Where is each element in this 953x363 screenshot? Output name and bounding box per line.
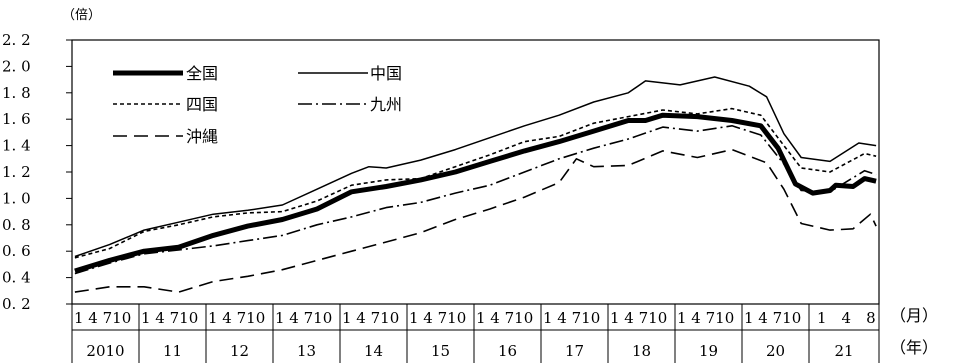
- x-year-label: 12: [230, 342, 249, 360]
- y-tick-label: 1. 4: [2, 137, 31, 155]
- x-month-tick-labels: 1 4 710: [74, 309, 131, 327]
- y-tick-label: 0. 6: [2, 242, 31, 260]
- x-year-label: 16: [498, 342, 517, 360]
- x-month-tick-labels: 1 4 710: [208, 309, 265, 327]
- x-year-label: 15: [431, 342, 450, 360]
- legend-label-5: 沖縄: [186, 127, 218, 146]
- y-tick-label: 1. 8: [2, 84, 31, 102]
- x-year-label: 18: [632, 342, 651, 360]
- x-year-label: 11: [163, 342, 182, 360]
- series-line-2: [74, 76, 877, 258]
- y-tick-label: 0. 4: [2, 269, 31, 287]
- x-month-tick-labels: 1 4 8: [817, 309, 876, 327]
- legend-label-1: 全国: [186, 64, 218, 83]
- series-line-5: [74, 148, 877, 293]
- y-tick-label: 2. 2: [2, 31, 31, 49]
- x-month-tick-labels: 1 4 710: [677, 309, 734, 327]
- y-tick-label: 1. 2: [2, 163, 31, 181]
- legend-label-4: 九州: [370, 95, 402, 114]
- y-tick-label: 2. 0: [2, 57, 31, 75]
- x-month-tick-labels: 1 4 710: [409, 309, 466, 327]
- x-month-tick-labels: 1 4 710: [275, 309, 332, 327]
- x-year-label: 20: [766, 342, 785, 360]
- series-line-1: [74, 112, 877, 274]
- month-axis-unit-label: （月）: [890, 306, 938, 325]
- x-year-label: 14: [364, 342, 383, 360]
- x-month-tick-labels: 1 4 710: [342, 309, 399, 327]
- series-line-4: [74, 125, 877, 275]
- x-month-tick-labels: 1 4 710: [610, 309, 667, 327]
- x-year-label: 21: [834, 342, 853, 360]
- x-year-label: 19: [699, 342, 718, 360]
- y-axis-ticks: 2. 2 2. 0 1. 8 1. 6 1. 4 1. 2 1. 0 0. 8 0. 6 0. 4…: [2, 31, 72, 313]
- x-axis-period-table: 1 4 710 2010 1 4 710 11 1 4 710 12 1 4 710 13 1 …: [71, 304, 880, 363]
- y-axis-unit-label: （倍）: [62, 8, 101, 23]
- x-month-tick-labels: 1 4 710: [744, 309, 801, 327]
- x-year-label: 13: [297, 342, 316, 360]
- series-line-3: [74, 107, 877, 259]
- year-axis-unit-label: （年）: [890, 338, 938, 357]
- y-tick-label: 1. 6: [2, 110, 31, 128]
- x-month-tick-labels: 1 4 710: [543, 309, 600, 327]
- plot-area-frame: [71, 39, 880, 305]
- x-year-label: 2010: [86, 342, 124, 360]
- y-tick-label: 1. 0: [2, 189, 31, 207]
- x-year-label: 17: [565, 342, 584, 360]
- x-month-tick-labels: 1 4 710: [476, 309, 533, 327]
- y-tick-label: 0. 8: [2, 216, 31, 234]
- series-layer: [74, 76, 877, 293]
- legend-label-3: 四国: [186, 95, 218, 114]
- legend-label-2: 中国: [370, 64, 402, 83]
- x-month-tick-labels: 1 4 710: [141, 309, 198, 327]
- y-tick-label: 0. 2: [2, 295, 31, 313]
